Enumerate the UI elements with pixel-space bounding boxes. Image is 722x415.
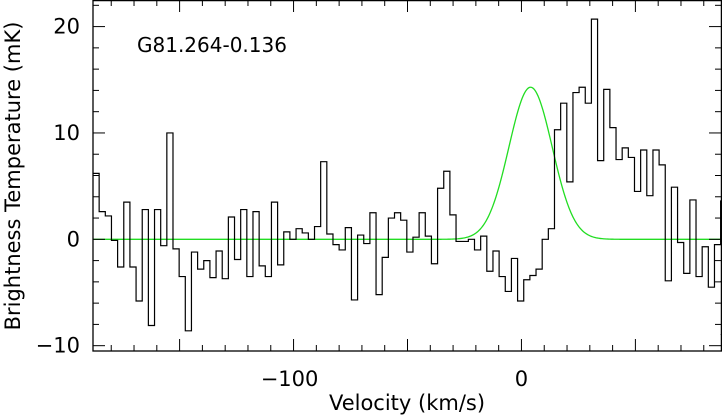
spectrum-histogram-layer — [93, 18, 722, 335]
y-tick-label: −10 — [36, 334, 80, 358]
y-axis-label: Brightness Temperature (mK) — [1, 22, 25, 331]
tick-marks — [93, 0, 721, 351]
y-tick-labels: −10 0 10 20 — [36, 15, 80, 358]
source-annotation: G81.264-0.136 — [137, 33, 287, 57]
y-tick-label: 20 — [53, 15, 80, 39]
y-tick-label: 10 — [53, 121, 80, 145]
x-tick-labels: −100 0 — [261, 367, 528, 391]
gaussian-fit-curve — [93, 86, 722, 240]
x-tick-label: 0 — [515, 367, 528, 391]
y-tick-label: 0 — [67, 227, 80, 251]
spectrum-histogram — [93, 18, 722, 335]
x-tick-label: −100 — [261, 367, 319, 391]
x-axis-label: Velocity (km/s) — [329, 391, 485, 415]
gaussian-fit-layer — [93, 86, 722, 240]
